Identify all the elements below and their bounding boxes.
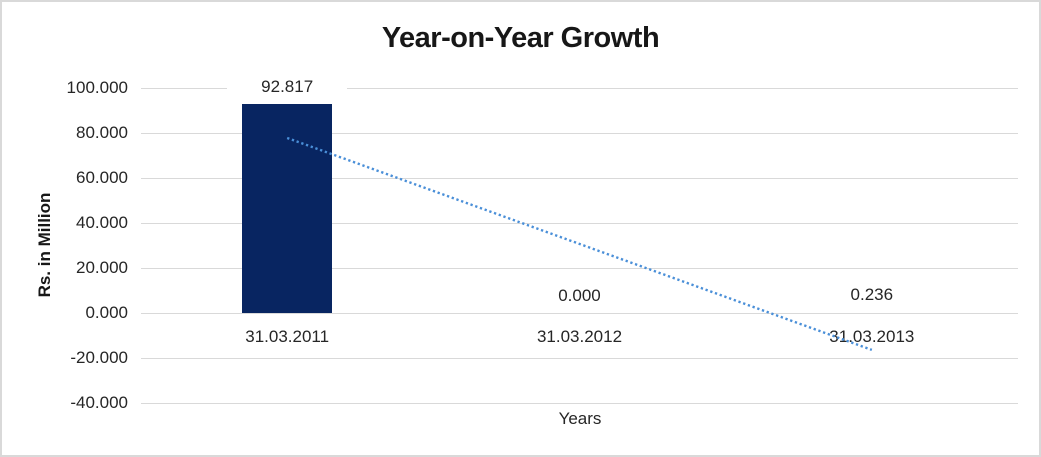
data-label: 92.817 (227, 77, 348, 97)
chart-title: Year-on-Year Growth (381, 22, 660, 54)
category-label: 31.03.2012 (536, 327, 623, 346)
gridline (141, 402, 1018, 404)
data-label: 0.000 (519, 286, 640, 305)
y-tick-label: 80.000 (76, 123, 128, 142)
y-axis-title: Rs. in Million (35, 192, 54, 298)
category-label: 31.03.2013 (829, 327, 915, 346)
trendline (286, 136, 873, 352)
category-label: 31.03.2011 (245, 327, 330, 346)
y-tick-label: 100.000 (66, 78, 128, 97)
x-axis-title: Years (558, 409, 602, 428)
bar (242, 104, 333, 313)
y-tick-label: 60.000 (76, 168, 128, 187)
gridline (141, 357, 1018, 359)
y-tick-label: 40.000 (76, 213, 128, 232)
gridline (141, 87, 1018, 89)
y-tick-label: -20.000 (70, 348, 128, 367)
y-tick-label: -40.000 (70, 393, 128, 412)
y-tick-label: 20.000 (76, 258, 128, 277)
data-label: 0.236 (811, 285, 932, 305)
y-tick-label: 0.000 (85, 303, 128, 322)
gridline (141, 132, 1018, 134)
